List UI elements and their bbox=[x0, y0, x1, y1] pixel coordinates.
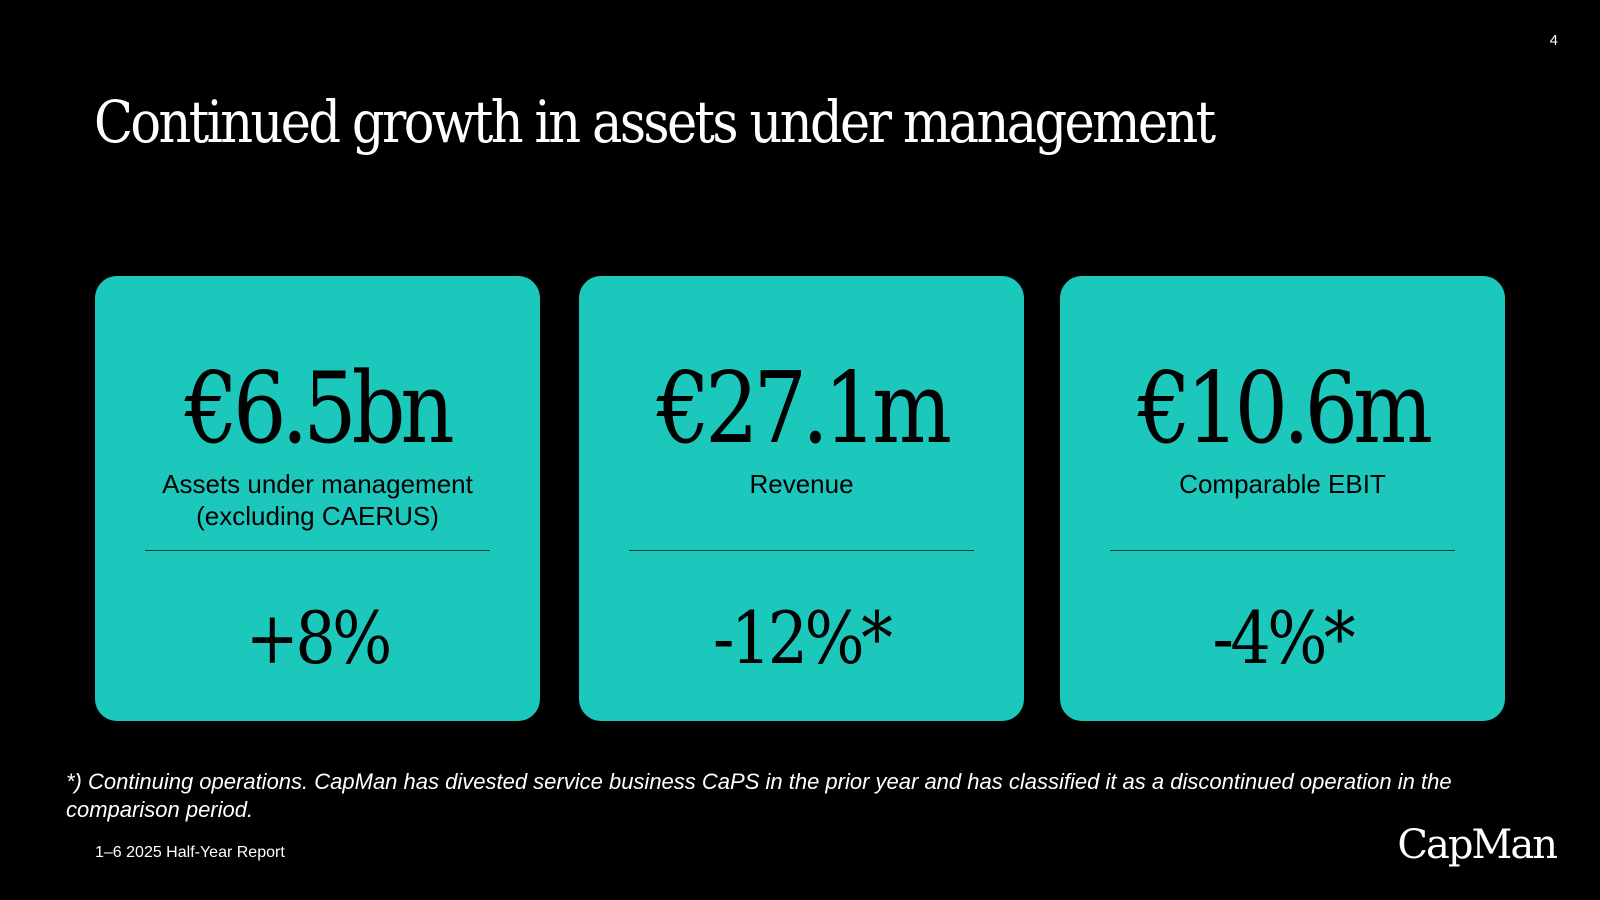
kpi-label: Revenue bbox=[749, 469, 854, 499]
kpi-divider bbox=[1110, 550, 1455, 551]
capman-logo: CapMan bbox=[1397, 822, 1558, 868]
kpi-label: Comparable EBIT bbox=[1179, 469, 1386, 499]
kpi-divider bbox=[145, 550, 490, 551]
kpi-cards: €6.5bn Assets under management (excludin… bbox=[95, 276, 1505, 721]
kpi-value: €10.6m bbox=[1137, 352, 1432, 466]
kpi-change: +8% bbox=[245, 596, 393, 680]
kpi-card-revenue: €27.1m Revenue -12%* bbox=[579, 276, 1024, 721]
kpi-card-ebit: €10.6m Comparable EBIT -4%* bbox=[1060, 276, 1505, 721]
kpi-value: €27.1m bbox=[656, 352, 951, 466]
footer-report-name: 1–6 2025 Half-Year Report bbox=[95, 844, 285, 861]
kpi-label: Assets under management (excluding CAERU… bbox=[162, 469, 473, 531]
kpi-change: -12%* bbox=[713, 596, 893, 680]
kpi-change: -4%* bbox=[1212, 596, 1356, 680]
slide-title: Continued growth in assets under managem… bbox=[94, 88, 1216, 156]
page-number: 4 bbox=[1549, 32, 1558, 49]
kpi-value: €6.5bn bbox=[185, 352, 455, 466]
footnote: *) Continuing operations. CapMan has div… bbox=[66, 769, 1452, 822]
kpi-divider bbox=[629, 550, 974, 551]
kpi-card-aum: €6.5bn Assets under management (excludin… bbox=[95, 276, 540, 721]
